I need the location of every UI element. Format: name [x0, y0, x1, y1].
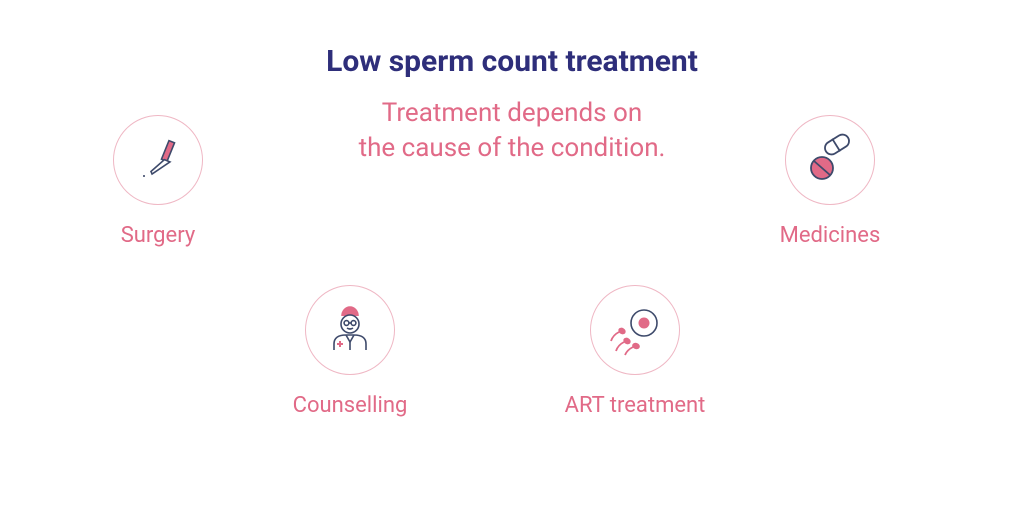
circle-medicines — [785, 115, 875, 205]
subtitle-line-2: the cause of the condition. — [359, 133, 666, 163]
scalpel-icon — [131, 133, 185, 187]
pills-icon — [802, 132, 858, 188]
item-art: ART treatment — [555, 285, 715, 418]
label-medicines: Medicines — [780, 223, 881, 248]
circle-counselling — [305, 285, 395, 375]
circle-art — [590, 285, 680, 375]
art-icon — [606, 301, 664, 359]
label-surgery: Surgery — [121, 223, 196, 248]
item-medicines: Medicines — [750, 115, 910, 248]
circle-surgery — [113, 115, 203, 205]
item-surgery: Surgery — [78, 115, 238, 248]
doctor-icon — [322, 302, 378, 358]
page-title: Low sperm count treatment — [0, 44, 1024, 79]
label-counselling: Counselling — [293, 393, 408, 418]
label-art: ART treatment — [565, 393, 706, 418]
subtitle-line-1: Treatment depends on — [382, 98, 642, 128]
item-counselling: Counselling — [270, 285, 430, 418]
